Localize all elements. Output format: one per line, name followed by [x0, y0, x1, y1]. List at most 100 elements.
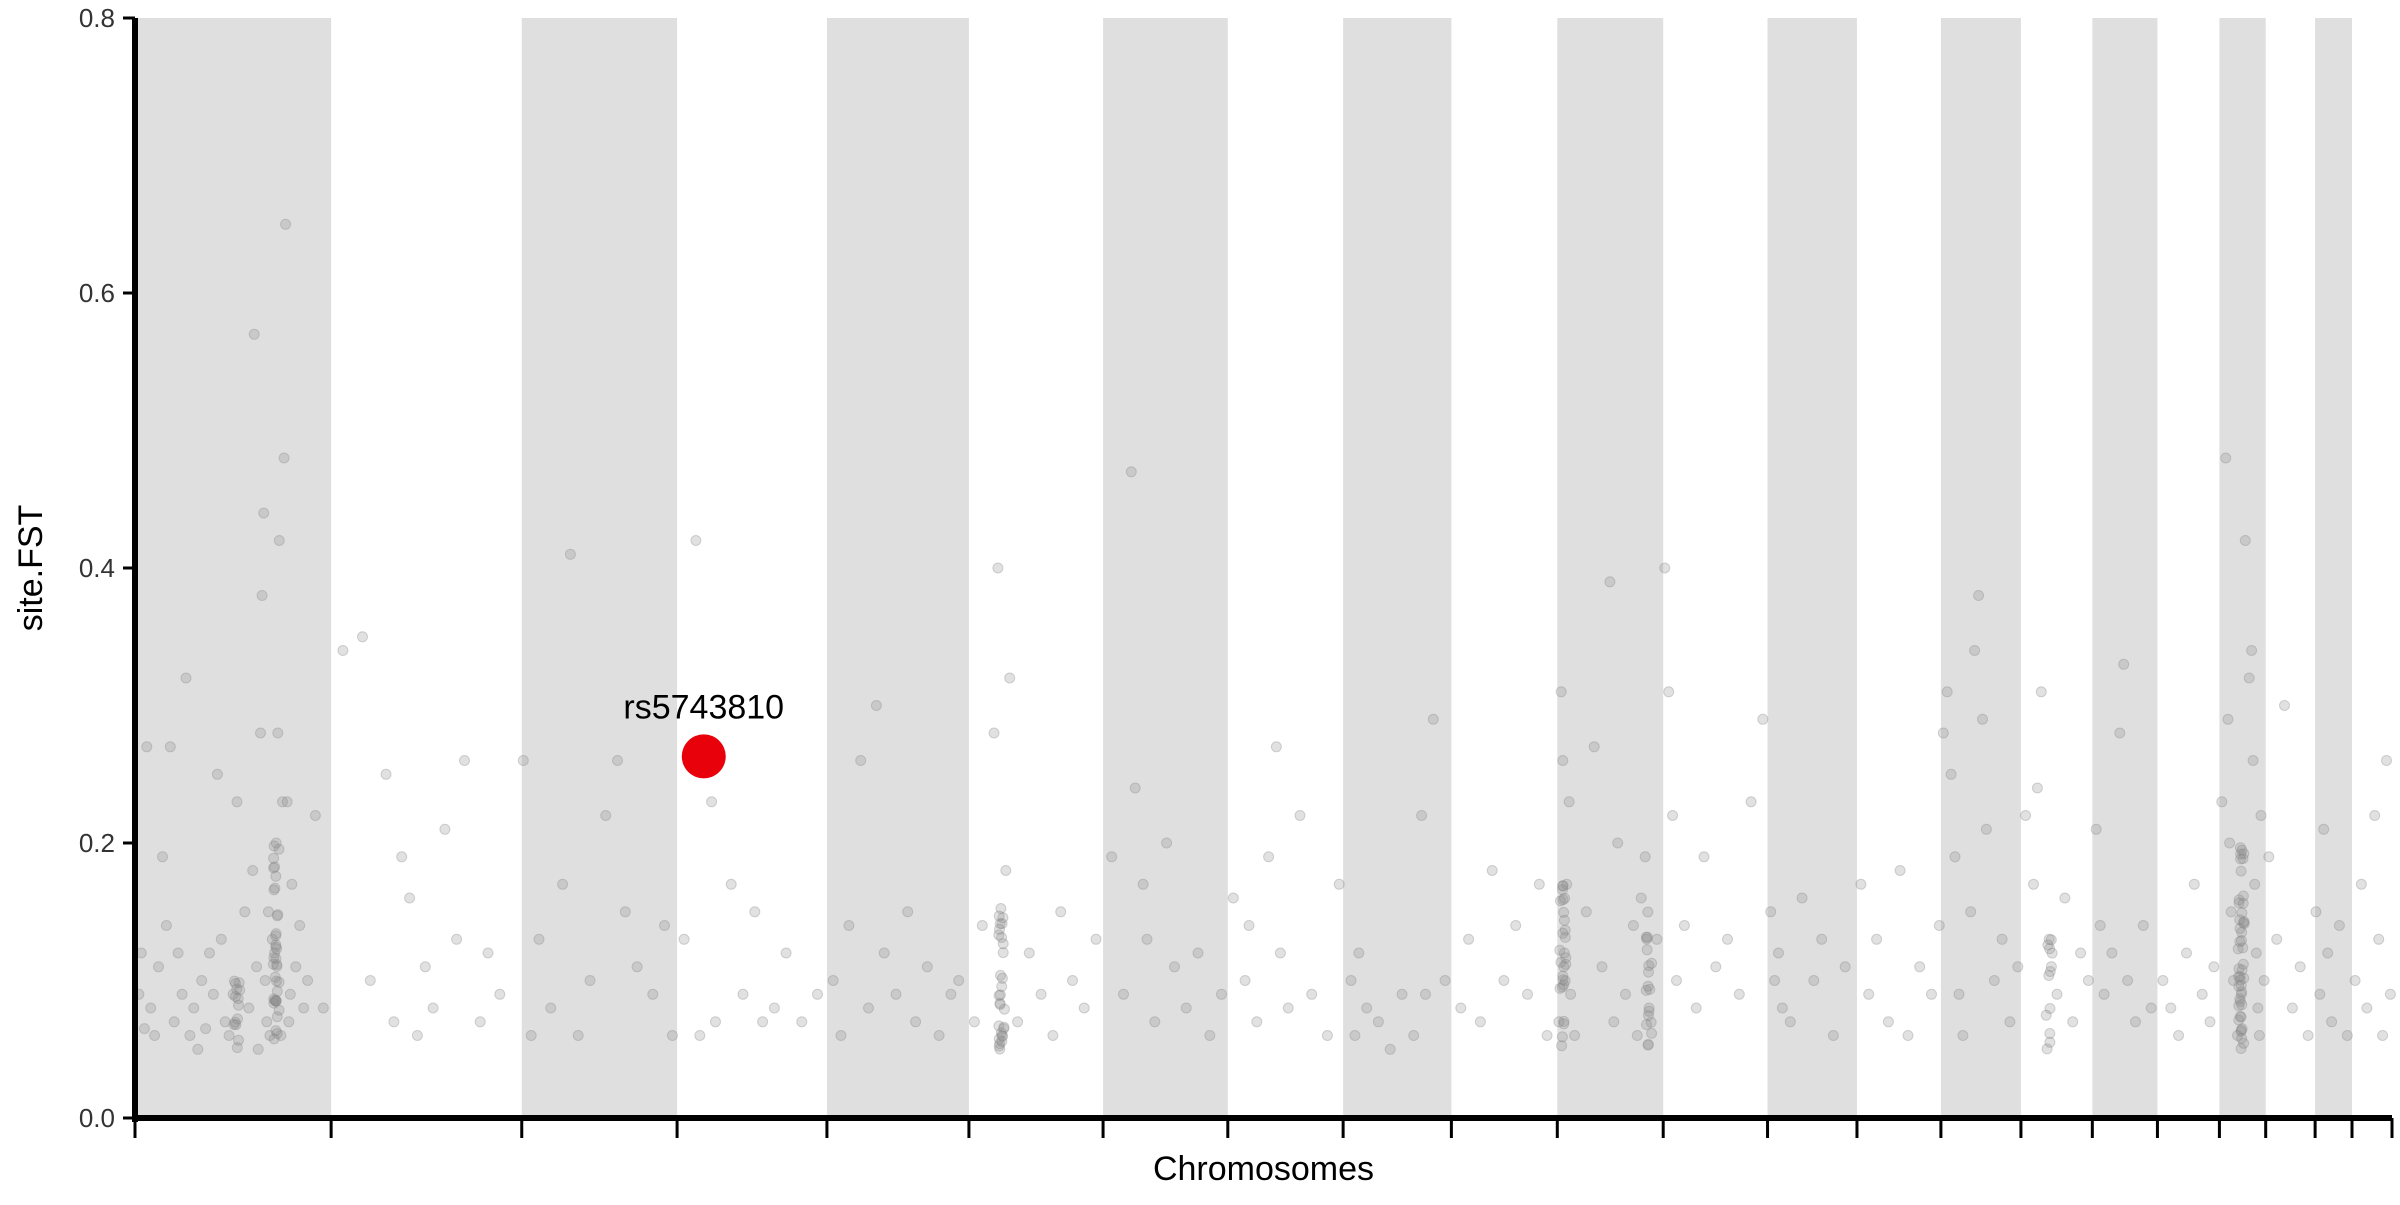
data-point	[2090, 823, 2102, 835]
data-point	[1439, 975, 1451, 986]
data-point	[2341, 1030, 2353, 1041]
data-point	[2235, 980, 2247, 991]
data-point	[1192, 947, 1204, 959]
data-point	[2028, 878, 2039, 890]
data-point	[1969, 645, 1981, 656]
data-point	[1808, 975, 1820, 986]
data-point	[2234, 914, 2246, 926]
data-point	[1047, 1030, 1059, 1041]
data-point	[273, 535, 285, 546]
chromosome-band-5	[826, 18, 969, 1118]
data-point	[1035, 988, 1047, 1000]
data-point	[2355, 878, 2367, 890]
data-point	[247, 865, 259, 876]
data-point	[233, 1034, 244, 1046]
data-point	[1557, 894, 1569, 906]
data-point	[281, 796, 293, 808]
data-point	[264, 1030, 276, 1041]
data-point	[232, 1013, 243, 1025]
data-point	[2145, 1002, 2157, 1014]
data-point	[2377, 1030, 2389, 1041]
data-point	[2040, 1009, 2052, 1021]
data-point	[998, 1023, 1010, 1035]
data-point	[945, 988, 957, 1000]
data-point	[1608, 1016, 1620, 1028]
data-point	[1227, 892, 1239, 904]
data-point	[243, 1002, 255, 1014]
data-point	[2233, 1000, 2245, 1012]
data-point	[153, 961, 164, 973]
data-point	[1384, 1043, 1396, 1055]
data-point	[1631, 1030, 1643, 1041]
data-point	[993, 990, 1005, 1001]
data-point	[1251, 1016, 1263, 1028]
data-point	[2075, 947, 2087, 959]
data-point	[1561, 878, 1573, 890]
data-point	[2235, 1011, 2247, 1023]
data-point	[258, 507, 270, 519]
data-point	[2012, 961, 2024, 973]
data-point	[262, 906, 274, 918]
data-point	[1012, 1016, 1024, 1028]
data-point	[690, 535, 702, 546]
data-point	[268, 840, 280, 852]
data-point	[1557, 970, 1569, 982]
data-point	[141, 741, 153, 753]
highlight-group: rs5743810	[623, 688, 784, 779]
data-point	[1640, 931, 1652, 943]
data-point	[1773, 947, 1784, 959]
data-point	[269, 971, 281, 983]
data-point	[2233, 963, 2245, 975]
data-point	[1557, 974, 1569, 986]
data-point	[248, 328, 260, 340]
data-point	[996, 1030, 1008, 1041]
data-point	[749, 906, 761, 918]
data-point	[994, 997, 1006, 1009]
data-point	[1559, 975, 1571, 987]
data-point	[232, 993, 244, 1005]
data-point	[2236, 1023, 2248, 1035]
data-point	[207, 988, 219, 1000]
data-point	[474, 1016, 486, 1028]
data-point	[1642, 906, 1654, 918]
data-point	[164, 741, 176, 753]
axes: 0.0 0.2 0.4 0.6 0.8	[79, 3, 2394, 1138]
data-point	[271, 985, 283, 997]
data-point	[2302, 1030, 2314, 1041]
data-point	[277, 796, 288, 808]
data-point	[176, 988, 188, 1000]
data-point	[564, 548, 576, 560]
data-point	[843, 920, 855, 931]
data-point	[138, 1023, 150, 1035]
data-point	[996, 972, 1008, 984]
data-point	[2279, 700, 2290, 711]
data-point	[725, 878, 737, 890]
data-point	[1882, 1016, 1894, 1028]
data-point	[256, 590, 268, 601]
data-point	[1973, 590, 1985, 601]
chromosome-band-19	[2219, 18, 2266, 1118]
data-point	[1559, 931, 1571, 943]
chromosome-band-3	[521, 18, 678, 1118]
data-point	[2067, 1016, 2079, 1028]
data-point	[1204, 1030, 1216, 1041]
data-point	[921, 961, 933, 973]
data-point	[255, 727, 266, 739]
data-point	[1769, 975, 1781, 986]
data-point	[252, 1043, 264, 1055]
data-point	[1555, 686, 1567, 698]
data-point	[1663, 686, 1675, 698]
data-point	[284, 988, 296, 1000]
data-point	[1667, 810, 1679, 821]
data-point	[2236, 964, 2248, 976]
data-point	[902, 906, 914, 918]
data-point	[2326, 1016, 2338, 1028]
data-point	[1000, 865, 1012, 876]
data-point	[1560, 958, 1572, 970]
data-point	[1580, 906, 1592, 918]
data-point	[1678, 920, 1690, 931]
chromosome-bands	[135, 18, 2352, 1118]
x-axis-ticks	[133, 1118, 2394, 1138]
data-point	[2181, 947, 2192, 959]
data-point	[995, 1027, 1007, 1039]
